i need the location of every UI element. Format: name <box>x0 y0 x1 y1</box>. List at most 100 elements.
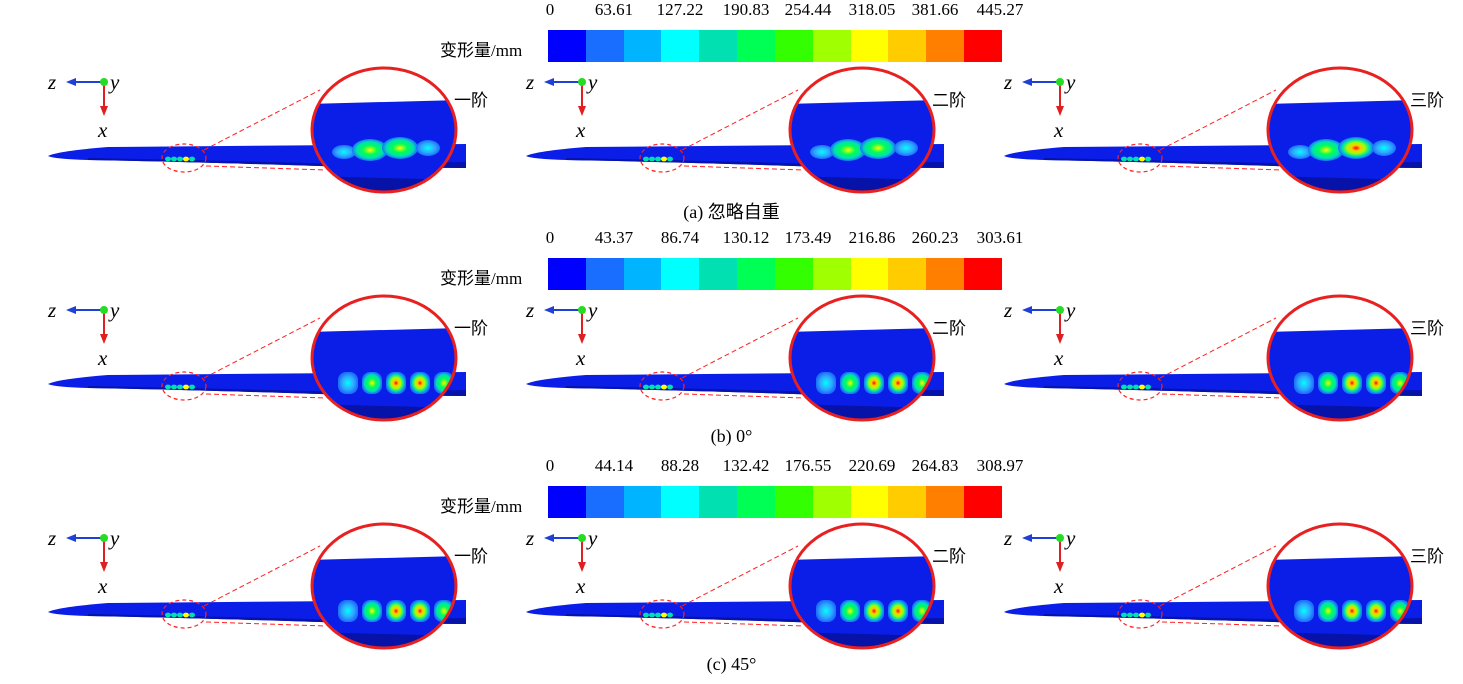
colorbar-segment <box>926 30 965 62</box>
leader-line <box>1161 393 1283 399</box>
colorbar-segment <box>888 486 927 518</box>
colorbar-segment <box>623 486 662 518</box>
colorbar-tick-label: 86.74 <box>660 228 700 247</box>
blade-deformation-spot <box>655 612 661 618</box>
x-axis-label: x <box>98 118 108 142</box>
mode-panel: z y x 二阶 <box>526 512 966 652</box>
colorbar-tick-label: 127.22 <box>656 0 704 19</box>
colorbar-segment <box>774 258 813 290</box>
blade-deformation-spot <box>1127 384 1133 390</box>
y-axis-dot <box>100 78 108 86</box>
leader-line <box>203 317 321 379</box>
blade-deformation-spot <box>177 384 183 390</box>
blade-deformation-spot <box>177 156 183 162</box>
colorbar-segment <box>964 30 1002 62</box>
figure-row: 0 44.14 88.28 132.42 176.55 220.69 264.83 308.9… <box>0 456 1463 684</box>
z-axis-arrowhead <box>1022 306 1032 314</box>
colorbar-unit-label: 变形量/mm <box>440 497 523 516</box>
leader-line <box>1159 317 1277 379</box>
blade-deformation-spot <box>1145 612 1151 618</box>
mode-panel: z y x 一阶 <box>48 56 488 196</box>
blade-deformation-spot <box>189 612 195 618</box>
colorbar-tick-label: 130.12 <box>722 228 770 247</box>
y-axis-label: y <box>1066 70 1076 94</box>
x-axis-label: x <box>576 118 586 142</box>
blade-deformation-spot <box>1145 156 1151 162</box>
colorbar-tick-label: 381.66 <box>911 0 959 19</box>
zoom-ellipse <box>310 294 458 422</box>
blade-deformation-spot <box>183 156 189 162</box>
colorbar-tick-label: 260.23 <box>911 228 959 247</box>
y-axis-dot <box>578 306 586 314</box>
mode-label: 二阶 <box>932 547 966 566</box>
mode-panel: z y x 二阶 <box>526 56 966 196</box>
y-axis-dot <box>100 306 108 314</box>
mode-label: 二阶 <box>932 319 966 338</box>
leader-line <box>683 165 805 171</box>
blade-deformation-spot <box>643 384 649 390</box>
colorbar-tick-label: 63.61 <box>594 0 634 19</box>
y-axis-dot <box>1056 534 1064 542</box>
z-axis-label: z <box>1004 298 1013 322</box>
blade-deformation-spot <box>183 384 189 390</box>
leader-line <box>203 89 321 151</box>
mode-label: 三阶 <box>1410 547 1444 566</box>
blade-deformation-spot <box>171 156 177 162</box>
blade-deformation-spot <box>165 156 171 162</box>
zoom-detail <box>1268 524 1412 648</box>
blade-deformation-spot <box>649 612 655 618</box>
blade-deformation-spot <box>1133 156 1139 162</box>
blade-deformation-spot <box>1139 384 1145 390</box>
zoom-detail <box>312 524 456 648</box>
blade-deformation-spot <box>1121 384 1127 390</box>
x-axis-label: x <box>576 574 586 598</box>
blade-deformation-spot <box>165 384 171 390</box>
colorbar-segment <box>623 30 662 62</box>
blade-deformation-spot <box>1139 612 1145 618</box>
zoom-detail <box>790 68 934 192</box>
detail-marker <box>1117 371 1163 401</box>
x-axis-label: x <box>98 574 108 598</box>
colorbar-tick-label: 264.83 <box>911 456 959 475</box>
zoom-detail <box>312 68 456 192</box>
leader-line <box>205 621 327 627</box>
mode-label: 一阶 <box>454 547 488 566</box>
colorbar <box>548 258 1002 290</box>
colorbar-segment <box>888 258 927 290</box>
colorbar-tick-label: 44.14 <box>594 456 634 475</box>
colorbar-segment <box>661 486 700 518</box>
leader-line <box>1159 545 1277 607</box>
y-axis-label: y <box>110 526 120 550</box>
blade-deformation-spot <box>661 384 667 390</box>
colorbar-segment <box>623 258 662 290</box>
detail-marker <box>161 143 207 173</box>
zoom-ellipse <box>1266 66 1414 194</box>
colorbar-tick-label: 173.49 <box>784 228 832 247</box>
colorbar-segment <box>888 30 927 62</box>
blade-deformation-spot <box>667 156 673 162</box>
mode-label: 二阶 <box>932 91 966 110</box>
leader-line <box>1159 89 1277 151</box>
blade-deformation-spot <box>1133 384 1139 390</box>
colorbar-segment <box>774 30 813 62</box>
colorbar-tick-label: 132.42 <box>722 456 770 475</box>
y-axis-dot <box>1056 78 1064 86</box>
z-axis-arrowhead <box>1022 78 1032 86</box>
z-axis-arrowhead <box>1022 534 1032 542</box>
colorbar-segment <box>661 258 700 290</box>
detail-marker <box>1117 143 1163 173</box>
colorbar-ticks: 0 44.14 88.28 132.42 176.55 220.69 264.83 308.9… <box>520 456 1060 478</box>
blade-deformation-plot <box>48 294 466 422</box>
blade-deformation-spot <box>1133 612 1139 618</box>
z-axis-arrowhead <box>66 306 76 314</box>
blade-deformation-spot <box>667 612 673 618</box>
x-axis-arrowhead <box>1056 562 1064 572</box>
mode-panel: z y x 一阶 <box>48 512 488 652</box>
y-axis-label: y <box>110 70 120 94</box>
colorbar-segment <box>699 258 738 290</box>
blade-deformation-spot <box>661 156 667 162</box>
colorbar-segment <box>548 258 586 290</box>
x-axis-arrowhead <box>578 106 586 116</box>
subfigure-caption: (b) 0° <box>710 426 753 446</box>
z-axis-label: z <box>526 298 535 322</box>
